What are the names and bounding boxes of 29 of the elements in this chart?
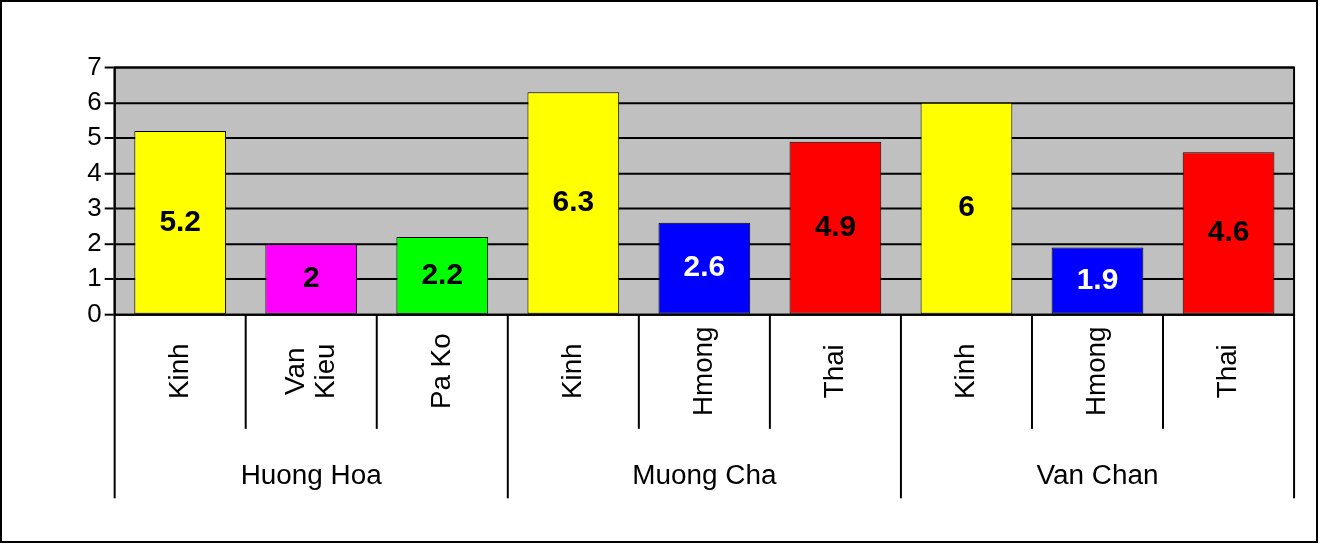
y-tick-label: 3 <box>87 192 102 221</box>
text: Muong Cha <box>632 459 778 491</box>
data-label: 2.6 <box>683 249 726 283</box>
text: Huong Hoa <box>240 459 383 491</box>
data-label: 4.6 <box>1207 214 1250 248</box>
data-label: 6 <box>958 189 975 223</box>
y-tick-label: 7 <box>87 51 102 80</box>
y-tick-label: 5 <box>87 122 102 151</box>
y-tick-label: 4 <box>87 157 102 186</box>
x-tick-label: Hmong <box>687 326 719 417</box>
data-label: 1.9 <box>1076 261 1119 295</box>
y-tick-label: 0 <box>87 298 102 327</box>
data-label: 4.9 <box>814 208 857 242</box>
data-label: 2 <box>302 260 320 294</box>
x-tick-label: Thai <box>818 344 850 399</box>
y-tick-label: 2 <box>87 228 102 257</box>
x-tick-label: Thai <box>1211 344 1243 399</box>
y-tick-label: 1 <box>87 263 102 292</box>
data-label: 6.3 <box>552 184 595 218</box>
x-tick-label: Van Kieu <box>278 343 340 400</box>
x-tick-label: Kinh <box>949 343 981 400</box>
y-tick-label: 6 <box>87 86 102 115</box>
data-label: 2.2 <box>421 256 464 290</box>
x-tick-label: Hmong <box>1080 326 1112 417</box>
data-label: 5.2 <box>159 203 201 237</box>
x-tick-label: Kinh <box>162 343 194 400</box>
x-tick-label: Kinh <box>555 343 588 400</box>
text: Van Chan <box>1036 459 1159 491</box>
x-tick-label: Pa Ko <box>424 333 456 410</box>
